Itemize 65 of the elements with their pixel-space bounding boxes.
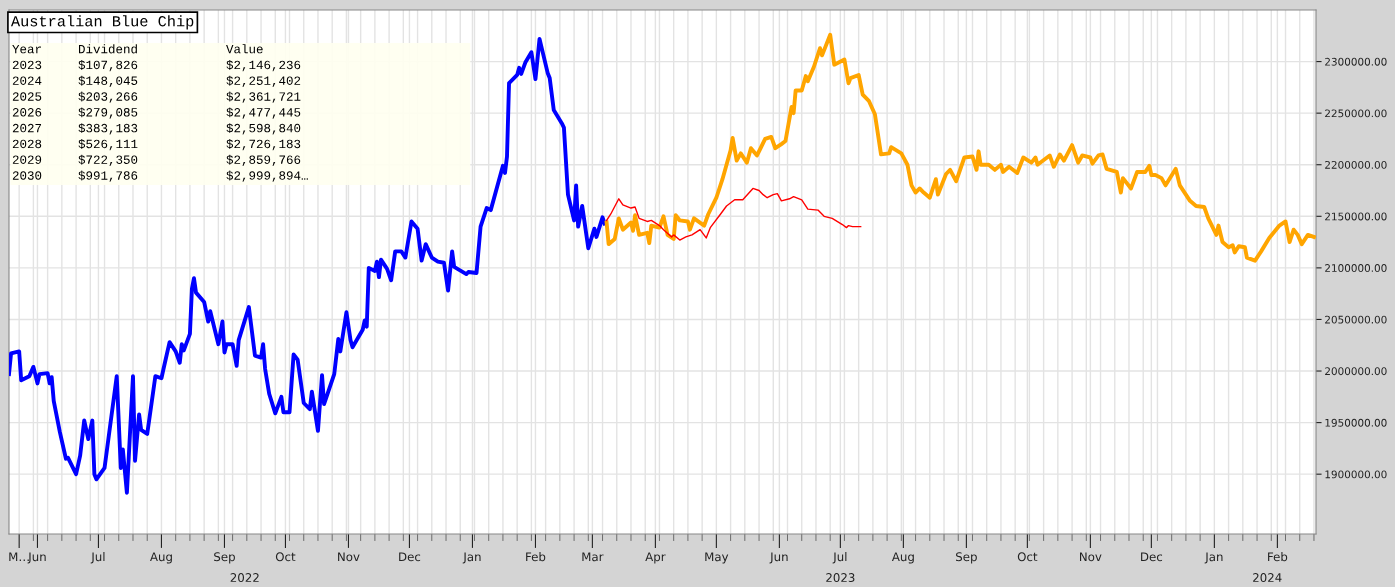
x-tick-label: Jul — [90, 552, 105, 564]
x-tick-label: Dec — [399, 552, 421, 562]
x-tick-label: M… — [9, 552, 29, 562]
x-tick-label: Oct — [1017, 552, 1038, 562]
y-tick-label: 2250000.00 — [1325, 109, 1387, 118]
annotation: 2028 — [12, 139, 42, 149]
x-tick-label: Feb — [526, 552, 546, 562]
annotation: 2025 — [12, 92, 42, 101]
annotation: 2029 — [12, 155, 42, 164]
x-tick-label: Sep — [214, 552, 235, 564]
y-tick-label: 2200000.00 — [1325, 160, 1387, 169]
x-tick-label: Jan — [1204, 552, 1223, 564]
x-tick-label: Apr — [645, 552, 666, 564]
x-tick-label: May — [705, 552, 729, 564]
x2-tick-label: 2024 — [1253, 573, 1282, 583]
line-series — [604, 32, 1316, 263]
x-tick-label: Jan — [462, 552, 481, 564]
annotation: $2,146,236 — [226, 60, 301, 72]
annotation: 2027 — [12, 123, 42, 133]
annotation: $2,598,840 — [226, 123, 301, 135]
x-tick-label: Jul — [832, 552, 847, 564]
y-tick-label: 2100000.00 — [1325, 264, 1387, 272]
x-tick-label: Mar — [582, 552, 604, 562]
x-tick-label: Sep — [956, 552, 977, 564]
annotation: $722,350 — [78, 154, 138, 167]
x-tick-label: Jun — [27, 552, 46, 564]
annotation: $148,045 — [78, 75, 138, 88]
annotation: $203,266 — [78, 91, 138, 103]
annotation: 2026 — [12, 108, 42, 117]
x-tick-label: Oct — [275, 552, 296, 562]
annotation: $991,786 — [78, 170, 138, 182]
annotation: 2023 — [12, 60, 42, 70]
x-tick-label: Feb — [1268, 552, 1288, 562]
annotation: 2024 — [12, 76, 42, 85]
y-tick-label: 2050000.00 — [1325, 315, 1387, 324]
y-tick-label: 1900000.00 — [1325, 470, 1387, 479]
x-tick-label: Nov — [338, 552, 360, 562]
x-tick-label: Dec — [1141, 552, 1163, 562]
annotation: $2,859,766 — [226, 154, 301, 167]
annotation: $2,361,721 — [226, 91, 301, 103]
x2-tick-label: 2022 — [230, 573, 259, 583]
annotation: $526,111 — [78, 139, 138, 151]
line-series — [605, 187, 862, 241]
y-tick-label: 2300000.00 — [1325, 57, 1387, 66]
y-tick-label: 2150000.00 — [1325, 212, 1387, 221]
annotation: Year — [12, 45, 41, 54]
y-tick-label: 1950000.00 — [1325, 418, 1387, 427]
annotation: Value — [226, 44, 263, 54]
x-tick-label: Aug — [891, 552, 914, 564]
annotation: Dividend — [78, 44, 137, 54]
annotation: $107,826 — [78, 60, 138, 72]
annotation: $279,085 — [78, 107, 138, 119]
chart-title: Australian Blue Chip — [10, 15, 194, 30]
annotation: $2,477,445 — [226, 107, 301, 119]
x-tick-label: Jun — [769, 552, 788, 564]
y-tick-label: 2000000.00 — [1325, 367, 1387, 376]
annotation: $2,251,402 — [226, 75, 301, 88]
x-tick-label: Aug — [150, 552, 172, 564]
annotation: 2030 — [12, 171, 42, 180]
line-series — [9, 36, 607, 495]
annotation: $2,726,183 — [226, 139, 301, 151]
x-tick-label: Nov — [1080, 552, 1102, 562]
annotation: $2,999,894… — [226, 170, 308, 182]
x2-tick-label: 2023 — [826, 573, 855, 583]
annotation: $383,183 — [78, 123, 138, 135]
